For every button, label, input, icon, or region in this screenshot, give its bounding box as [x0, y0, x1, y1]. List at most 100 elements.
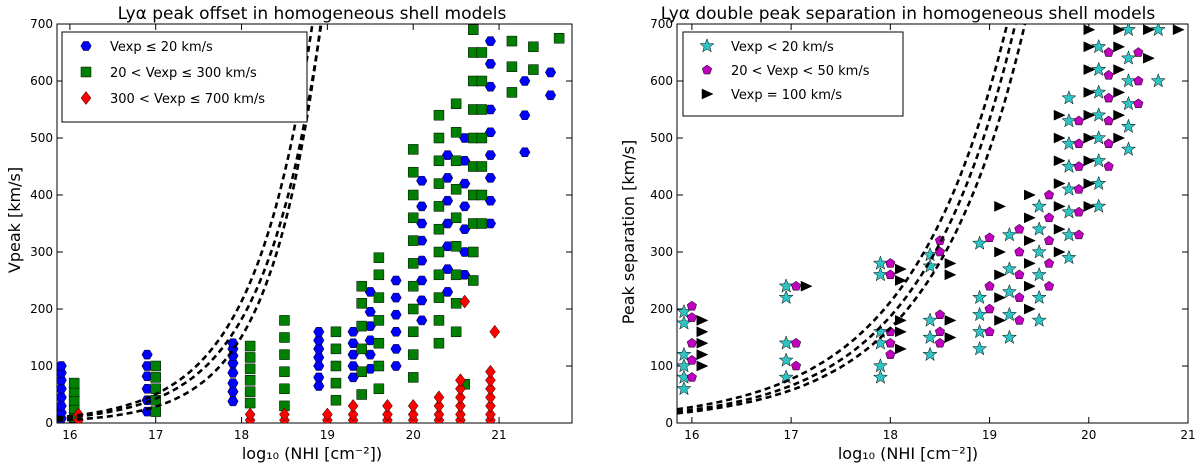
data-point: [279, 400, 290, 412]
y-tick-label: 0: [45, 416, 53, 430]
data-point: [1103, 115, 1114, 126]
data-point: [364, 287, 376, 297]
data-point: [1061, 181, 1077, 196]
data-point: [686, 312, 697, 322]
data-point: [1053, 155, 1066, 167]
data-point: [450, 184, 462, 195]
data-point: [356, 343, 367, 355]
data-point: [407, 144, 419, 155]
data-point: [519, 110, 531, 120]
data-point: [356, 320, 367, 332]
data-point: [407, 398, 419, 413]
data-point: [1120, 24, 1137, 37]
data-point: [279, 366, 290, 377]
data-point: [519, 147, 531, 158]
data-point: [390, 292, 402, 303]
data-point: [1143, 52, 1155, 64]
data-point: [686, 372, 697, 382]
data-point: [1091, 130, 1107, 145]
data-point: [416, 295, 428, 306]
x-tick-label: 21: [491, 428, 506, 442]
x-tick-label: 20: [1081, 428, 1096, 442]
data-point: [244, 363, 256, 375]
data-point: [696, 337, 709, 349]
x-tick-label: 17: [783, 428, 798, 442]
data-point: [356, 280, 367, 292]
data-point: [895, 263, 907, 275]
data-point: [1083, 64, 1096, 75]
data-point: [485, 398, 496, 413]
data-point: [407, 372, 419, 383]
data-point: [677, 380, 692, 396]
data-point: [227, 396, 239, 407]
data-point: [1031, 244, 1047, 259]
data-point: [1014, 269, 1025, 280]
data-point: [347, 327, 359, 337]
data-point: [1113, 64, 1126, 75]
data-point: [476, 47, 488, 58]
data-point: [68, 377, 80, 389]
legend-marker: [80, 91, 92, 105]
data-point: [1044, 235, 1055, 245]
data-points: [57, 24, 565, 423]
data-point: [778, 289, 794, 305]
x-tick-label: 20: [406, 428, 421, 442]
data-point: [1150, 73, 1166, 88]
data-point: [1083, 132, 1096, 144]
data-point: [390, 275, 402, 286]
data-point: [150, 372, 161, 383]
data-point: [442, 173, 454, 183]
data-point: [1083, 155, 1096, 167]
data-point: [971, 340, 988, 356]
data-point: [984, 303, 995, 314]
data-point: [1120, 50, 1137, 65]
data-point: [519, 76, 531, 86]
data-point: [1120, 118, 1137, 134]
data-point: [1044, 258, 1055, 268]
data-point: [484, 59, 496, 69]
data-point: [696, 349, 709, 360]
data-point: [971, 289, 988, 305]
data-point: [1014, 315, 1025, 325]
series-square: [68, 24, 565, 423]
data-point: [791, 360, 802, 371]
data-point: [971, 306, 988, 322]
y-tick-label: 200: [30, 302, 53, 316]
data-point: [450, 127, 462, 138]
data-point: [872, 358, 888, 373]
data-point: [279, 332, 290, 343]
series-triangle-right: [696, 24, 1185, 372]
data-point: [994, 246, 1007, 258]
data-point: [885, 349, 896, 359]
data-point: [356, 366, 367, 377]
data-point: [1073, 183, 1084, 194]
data-point: [484, 36, 496, 46]
data-point: [373, 315, 385, 326]
data-point: [1120, 95, 1137, 111]
data-point: [1061, 90, 1077, 105]
y-tick-label: 700: [30, 17, 53, 31]
data-point: [433, 390, 445, 405]
data-point: [686, 337, 697, 348]
data-point: [1061, 204, 1077, 219]
data-point: [545, 90, 557, 101]
legend-marker: [701, 64, 713, 75]
data-point: [485, 364, 496, 379]
data-point: [57, 361, 67, 371]
data-point: [455, 390, 466, 405]
data-point: [1113, 41, 1126, 53]
data-point: [1083, 87, 1096, 98]
data-point: [778, 335, 794, 350]
data-point: [696, 315, 709, 326]
data-point: [1031, 266, 1047, 282]
data-point: [1001, 261, 1017, 276]
y-axis-label: Peak separation [km/s]: [619, 140, 638, 324]
data-point: [433, 109, 445, 121]
data-point: [944, 258, 957, 269]
data-point: [468, 24, 479, 35]
data-point: [433, 337, 445, 349]
data-point: [450, 98, 462, 110]
series-pentagon: [686, 47, 1144, 382]
data-point: [545, 67, 557, 78]
